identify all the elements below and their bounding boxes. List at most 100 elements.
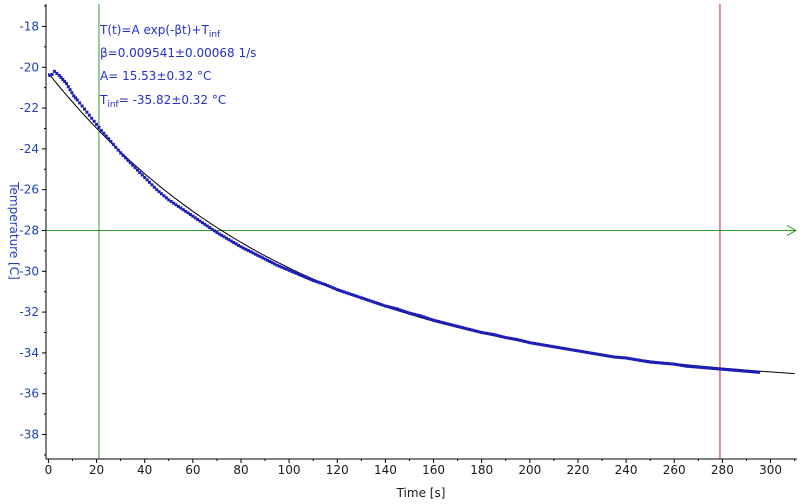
data-point-fill	[737, 369, 741, 373]
data-point-fill	[391, 306, 395, 310]
data-point-fill	[499, 334, 503, 338]
data-point-fill	[593, 352, 597, 356]
data-point-fill	[70, 91, 74, 95]
data-point-fill	[675, 363, 679, 367]
data-point-fill	[205, 224, 209, 228]
data-point-fill	[658, 361, 662, 365]
data-point-fill	[682, 364, 686, 368]
data-point	[119, 151, 123, 155]
data-point	[52, 69, 56, 73]
data-point	[684, 364, 688, 368]
data-point	[155, 188, 159, 192]
data-point-fill	[424, 316, 428, 320]
data-point-fill	[83, 107, 87, 111]
data-point-fill	[607, 354, 611, 358]
data-point-fill	[716, 367, 720, 371]
data-point-fill	[367, 298, 371, 302]
fit-curve-group	[48, 72, 795, 375]
data-point	[552, 345, 556, 349]
data-point-fill	[494, 333, 498, 337]
data-point-fill	[723, 367, 727, 371]
data-point-fill	[706, 366, 710, 370]
data-point-fill	[188, 213, 192, 217]
data-point-fill	[602, 353, 606, 357]
fit-tinf: Tinf= -35.82±0.32 °C	[99, 93, 226, 110]
data-point-fill	[410, 312, 414, 316]
data-point-fill	[513, 337, 517, 341]
data-point-fill	[412, 312, 416, 316]
y-tick-label: -28	[19, 223, 39, 237]
data-point-fill	[338, 288, 342, 292]
data-point	[72, 94, 76, 98]
data-point	[191, 214, 195, 218]
data-point-fill	[234, 242, 238, 246]
data-point-fill	[109, 140, 113, 144]
data-point-fill	[460, 326, 464, 330]
data-point	[407, 311, 411, 315]
data-point-fill	[617, 355, 621, 359]
data-point	[492, 333, 496, 337]
data-point-fill	[670, 362, 674, 366]
data-point-fill	[241, 246, 245, 250]
data-point	[359, 296, 363, 300]
data-point	[420, 314, 423, 318]
data-point-fill	[357, 295, 361, 299]
data-point-fill	[181, 208, 185, 212]
data-point-fill	[651, 360, 655, 364]
y-tick-label: -38	[19, 428, 39, 442]
x-tick-label: 40	[137, 463, 152, 477]
data-point-fill	[388, 305, 392, 309]
cursor-arrowhead	[786, 225, 798, 236]
data-point	[95, 122, 99, 126]
data-point-fill	[268, 259, 272, 263]
data-point-fill	[78, 101, 82, 105]
data-point-fill	[477, 330, 481, 334]
data-point	[564, 347, 568, 351]
data-point-fill	[232, 241, 236, 245]
data-point-fill	[646, 360, 650, 364]
data-point	[57, 73, 61, 77]
data-point-fill	[340, 289, 344, 293]
x-tick-label: 0	[45, 463, 53, 477]
data-point-fill	[571, 348, 575, 352]
data-point-fill	[578, 349, 582, 353]
data-point-fill	[458, 325, 462, 329]
data-point	[480, 330, 484, 334]
x-tick-label: 220	[567, 463, 590, 477]
data-point	[80, 104, 84, 108]
data-point-fill	[326, 284, 330, 288]
x-tick-label: 200	[518, 463, 541, 477]
data-point-fill	[429, 317, 433, 321]
data-point-fill	[470, 328, 474, 332]
data-point	[395, 307, 399, 311]
data-point-fill	[280, 265, 284, 269]
data-point-fill	[256, 253, 260, 257]
data-point-fill	[184, 209, 188, 213]
data-point-fill	[148, 180, 152, 184]
data-point-fill	[718, 367, 722, 371]
data-point-fill	[742, 369, 746, 373]
data-point	[636, 358, 640, 362]
y-tick-label: -32	[19, 305, 39, 319]
data-point-fill	[400, 309, 404, 313]
data-point-fill	[92, 119, 96, 123]
data-point-fill	[590, 351, 594, 355]
data-point-fill	[294, 271, 298, 275]
data-point-fill	[691, 365, 695, 369]
data-point-fill	[273, 262, 277, 266]
data-point-fill	[277, 264, 281, 268]
data-point-fill	[453, 324, 457, 328]
data-point-fill	[598, 353, 602, 357]
data-point-fill	[114, 145, 118, 149]
data-point-fill	[641, 359, 645, 363]
data-point-fill	[547, 344, 551, 348]
x-axis-title: Time [s]	[396, 486, 446, 500]
data-point-fill	[314, 279, 318, 283]
data-points	[48, 69, 760, 374]
data-point-fill	[164, 196, 168, 200]
data-point	[85, 110, 89, 114]
data-point-fill	[249, 250, 253, 254]
data-point-fill	[309, 277, 313, 281]
data-point-fill	[87, 113, 91, 117]
x-tick-label: 260	[663, 463, 686, 477]
